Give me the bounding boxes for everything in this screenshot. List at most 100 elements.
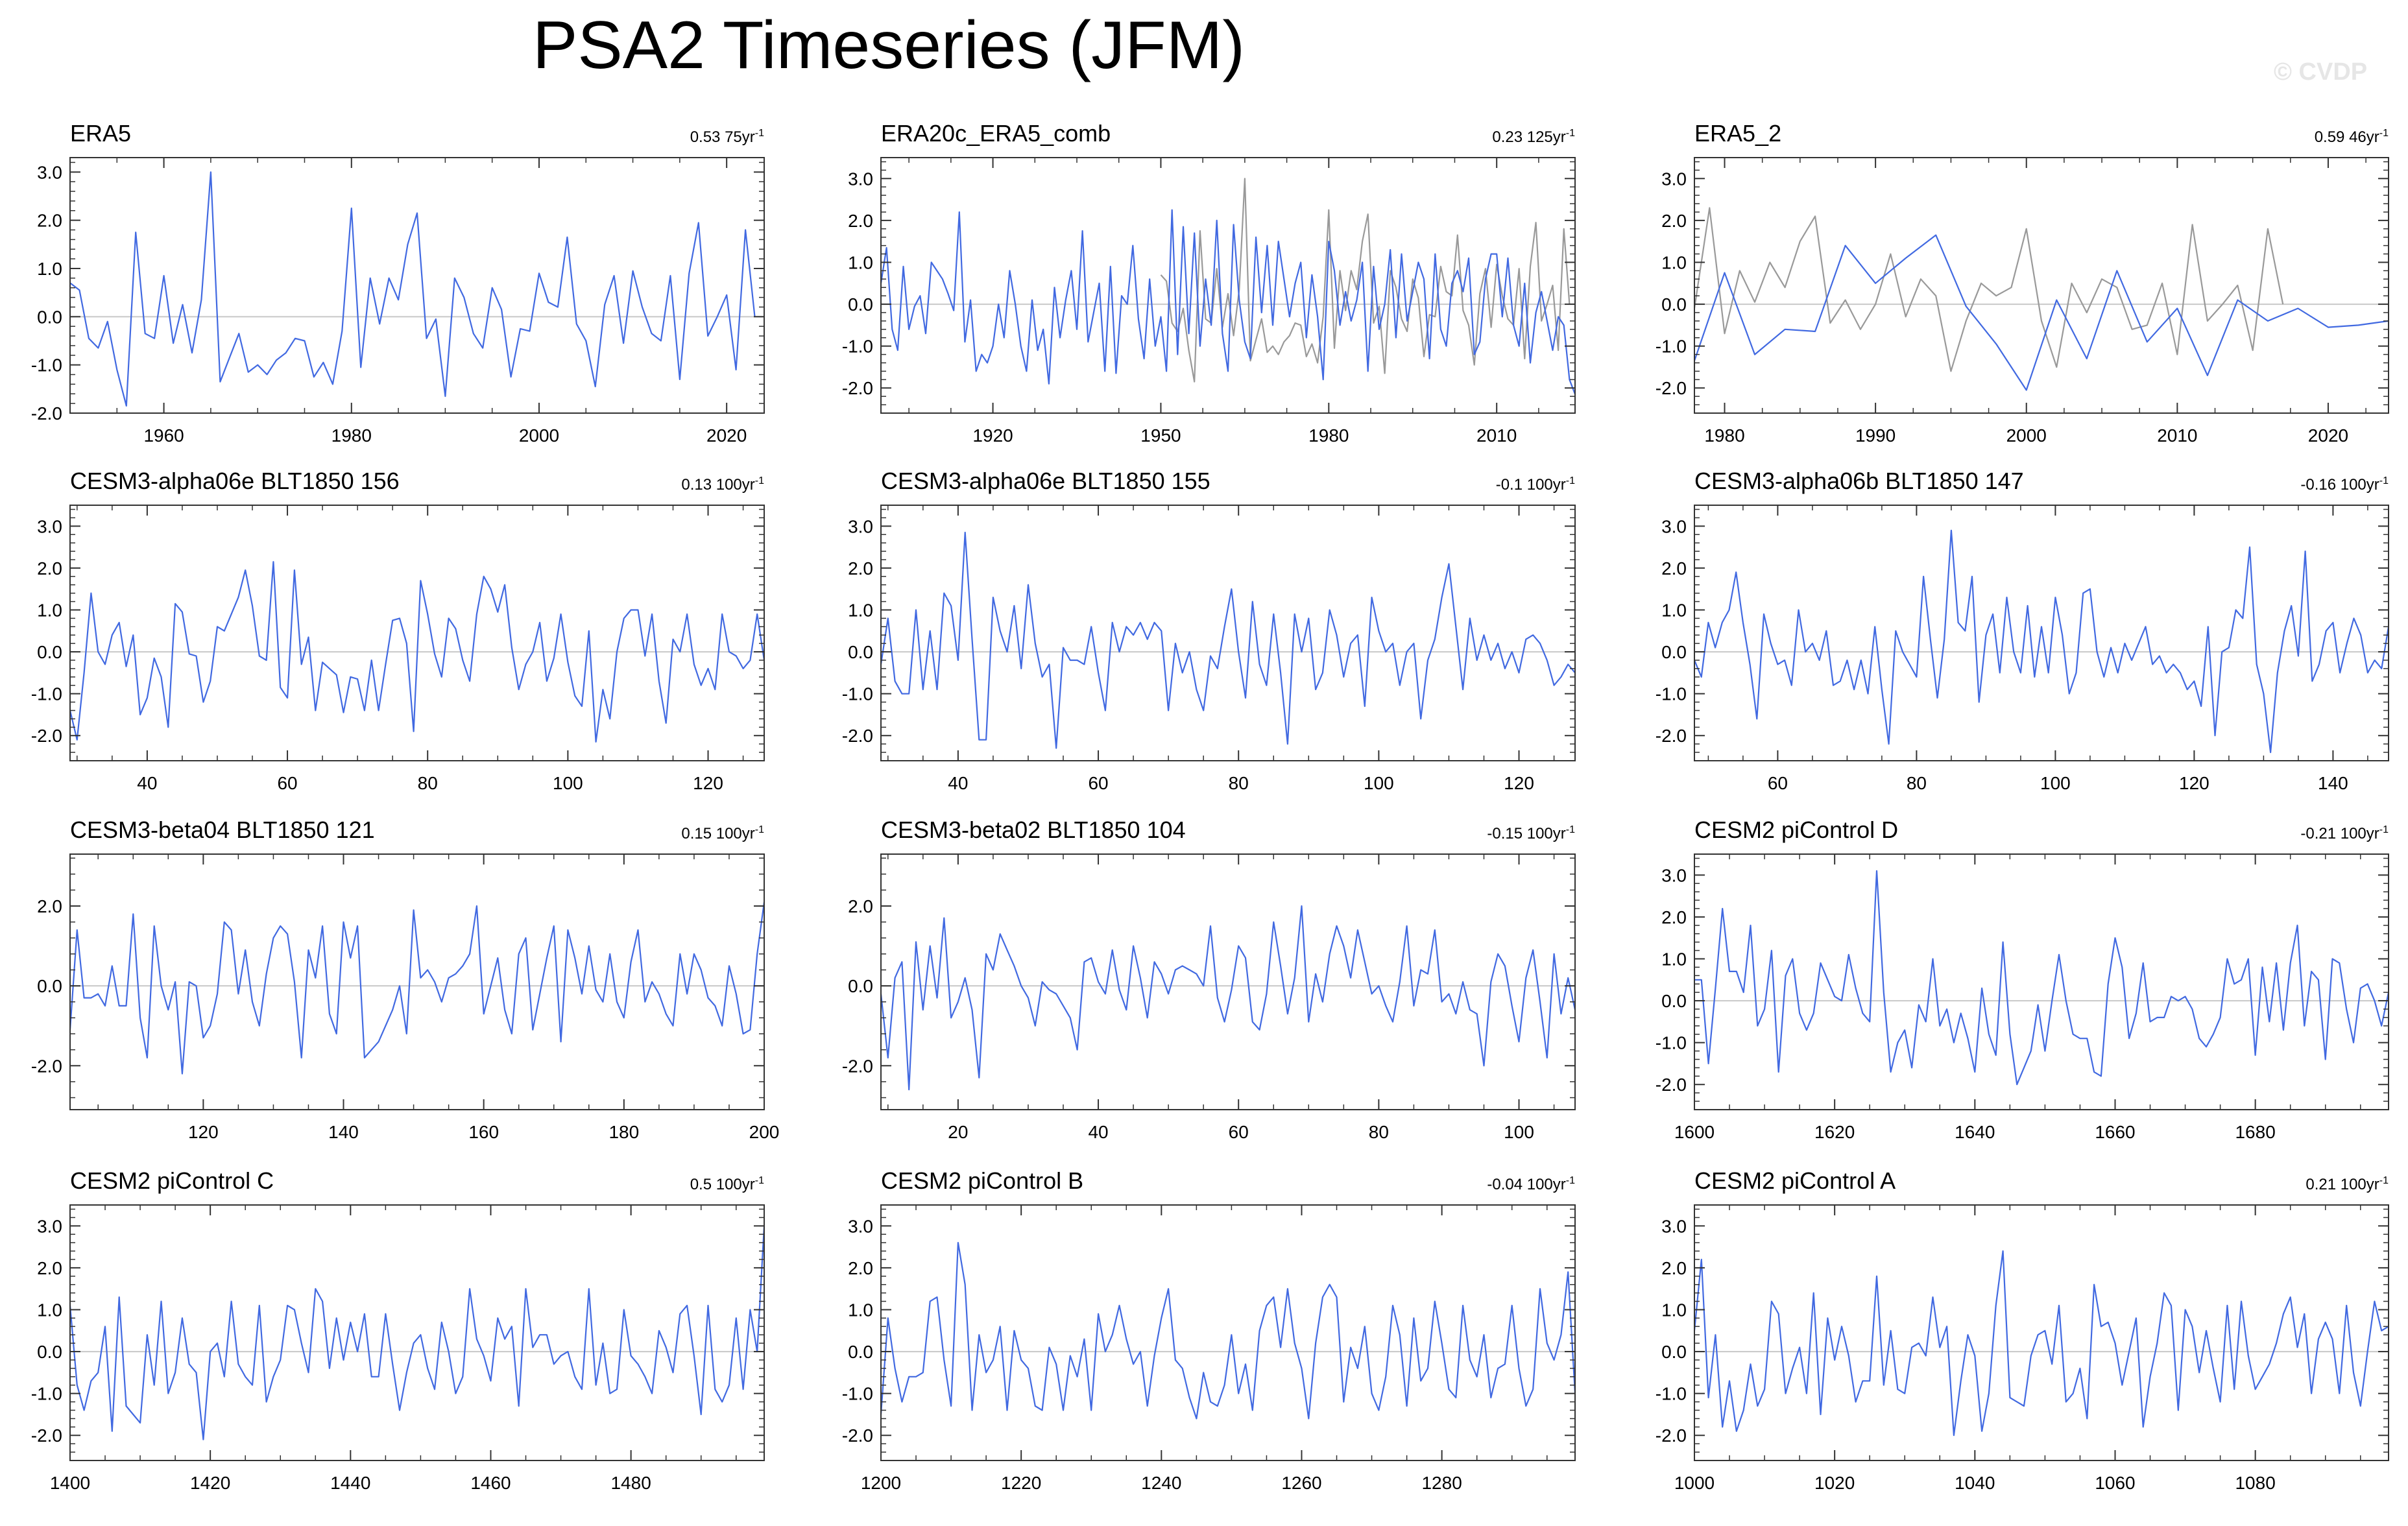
y-tick-label: 2.0 (848, 896, 873, 916)
trend-value: 0.13 100yr (681, 476, 755, 494)
panel-title: CESM3-alpha06b BLT1850 147 (1694, 468, 2024, 494)
series-line (880, 905, 1576, 1091)
x-tick-label: 1640 (1955, 1122, 1995, 1142)
trend-exponent: -1 (2379, 128, 2389, 139)
x-tick-label: 80 (418, 773, 438, 793)
y-tick-label: 2.0 (37, 558, 62, 578)
chart-panel: -2.0 -1.0 0.0 1.0 2.0 3.0 40 60 80 100 120 (842, 505, 1576, 793)
y-tick-label: 1.0 (37, 600, 62, 620)
x-tick-label: 1980 (1704, 425, 1744, 446)
x-tick-label: 120 (693, 773, 723, 793)
x-tick-label: 1950 (1140, 425, 1181, 446)
x-tick-label: 120 (2179, 773, 2209, 793)
x-tick-label: 180 (608, 1122, 639, 1142)
x-tick-label: 1040 (1955, 1473, 1995, 1493)
series-line (69, 1226, 765, 1440)
x-tick-label: 1400 (50, 1473, 90, 1493)
page-title: PSA2 Timeseries (JFM) (533, 8, 1245, 83)
y-tick-label: 3.0 (848, 169, 873, 189)
y-tick-label: 3.0 (1661, 516, 1687, 536)
obs-series-line (1693, 207, 2284, 372)
y-tick-label: -1.0 (1655, 1384, 1687, 1404)
plot-frame (1694, 1204, 2389, 1461)
chart-panel: -2.0 -1.0 0.0 1.0 2.0 3.0 40 60 80 100 120 (31, 505, 765, 793)
panel-title: CESM2 piControl A (1694, 1167, 1896, 1194)
y-tick-label: 1.0 (1661, 252, 1687, 272)
x-tick-label: 1240 (1141, 1473, 1181, 1493)
y-tick-label: -2.0 (1655, 1075, 1687, 1095)
y-tick-label: 0.0 (848, 976, 873, 996)
plot-frame (880, 505, 1576, 761)
x-tick-label: 2010 (2157, 425, 2197, 446)
y-tick-label: 2.0 (37, 896, 62, 916)
y-tick-label: 3.0 (1661, 865, 1687, 885)
plot-frame (69, 1204, 765, 1461)
x-tick-label: 60 (1088, 773, 1108, 793)
trend-value: 0.21 100yr (2306, 1176, 2379, 1193)
panel-title: CESM2 piControl C (70, 1167, 274, 1194)
series-line (880, 209, 1576, 395)
trend-label: 0.23 125yr-1 (1492, 128, 1575, 147)
x-tick-label: 80 (1907, 773, 1927, 793)
y-tick-label: 2.0 (37, 211, 62, 231)
x-tick-label: 20 (948, 1122, 968, 1142)
x-tick-label: 60 (1768, 773, 1788, 793)
plot-frame (69, 853, 765, 1110)
y-tick-label: 0.0 (1661, 642, 1687, 662)
chart-panel: -2.0 0.0 2.0 120 140 160 180 200 (31, 853, 780, 1142)
x-tick-label: 140 (2318, 773, 2348, 793)
y-tick-label: -1.0 (31, 1384, 62, 1404)
x-tick-label: 1480 (610, 1473, 651, 1493)
y-tick-label: 2.0 (1661, 907, 1687, 927)
series-line (69, 901, 765, 1075)
x-tick-label: 160 (468, 1122, 499, 1142)
x-tick-label: 100 (2040, 773, 2071, 793)
panel-title: CESM3-alpha06e BLT1850 155 (881, 468, 1210, 494)
obs-series-line (1160, 178, 1571, 383)
y-tick-label: 1.0 (1661, 1300, 1687, 1320)
y-tick-label: -2.0 (842, 378, 873, 398)
x-tick-label: 1660 (2095, 1122, 2135, 1142)
x-tick-label: 40 (948, 773, 968, 793)
series-line (69, 171, 756, 407)
y-tick-label: -2.0 (31, 726, 62, 746)
y-tick-label: 0.0 (1661, 294, 1687, 315)
trend-label: -0.15 100yr-1 (1487, 824, 1575, 843)
y-tick-label: 2.0 (37, 1258, 62, 1278)
series-line (1693, 529, 2390, 754)
trend-value: -0.1 100yr (1495, 476, 1566, 494)
trend-label: -0.1 100yr-1 (1496, 475, 1575, 494)
x-tick-label: 80 (1229, 773, 1249, 793)
x-tick-label: 40 (137, 773, 157, 793)
trend-label: -0.16 100yr-1 (2300, 475, 2389, 494)
x-tick-label: 200 (749, 1122, 780, 1142)
y-tick-label: 2.0 (848, 558, 873, 578)
x-tick-label: 1920 (972, 425, 1013, 446)
y-tick-label: 1.0 (848, 1300, 873, 1320)
y-tick-label: -1.0 (842, 684, 873, 704)
y-tick-label: -1.0 (1655, 1033, 1687, 1053)
x-tick-label: 1420 (190, 1473, 230, 1493)
x-tick-label: 1620 (1814, 1122, 1855, 1142)
trend-label: 0.59 46yr-1 (2315, 128, 2389, 147)
trend-exponent: -1 (754, 824, 764, 835)
plot-frame (880, 1204, 1576, 1461)
y-tick-label: 2.0 (848, 211, 873, 231)
watermark-text: © CVDP (2274, 58, 2368, 86)
y-tick-label: 3.0 (37, 162, 62, 182)
trend-exponent: -1 (754, 1175, 764, 1186)
trend-value: -0.16 100yr (2300, 476, 2379, 494)
y-tick-label: -1.0 (31, 684, 62, 704)
chart-panel: -2.0 -1.0 0.0 1.0 2.0 3.0 1000 1020 1040 1060 1080 (1655, 1204, 2389, 1493)
x-tick-label: 60 (277, 773, 297, 793)
x-tick-label: 1020 (1814, 1473, 1855, 1493)
chart-panel: -2.0 -1.0 0.0 1.0 2.0 3.0 1920 1950 1980 2010 (842, 157, 1576, 446)
y-tick-label: -1.0 (1655, 684, 1687, 704)
y-tick-label: 1.0 (37, 1300, 62, 1320)
trend-exponent: -1 (1565, 128, 1575, 139)
trend-value: 0.59 46yr (2314, 128, 2379, 146)
trend-exponent: -1 (754, 128, 764, 139)
x-tick-label: 120 (188, 1122, 219, 1142)
trend-exponent: -1 (1565, 824, 1575, 835)
x-tick-label: 1980 (1308, 425, 1349, 446)
